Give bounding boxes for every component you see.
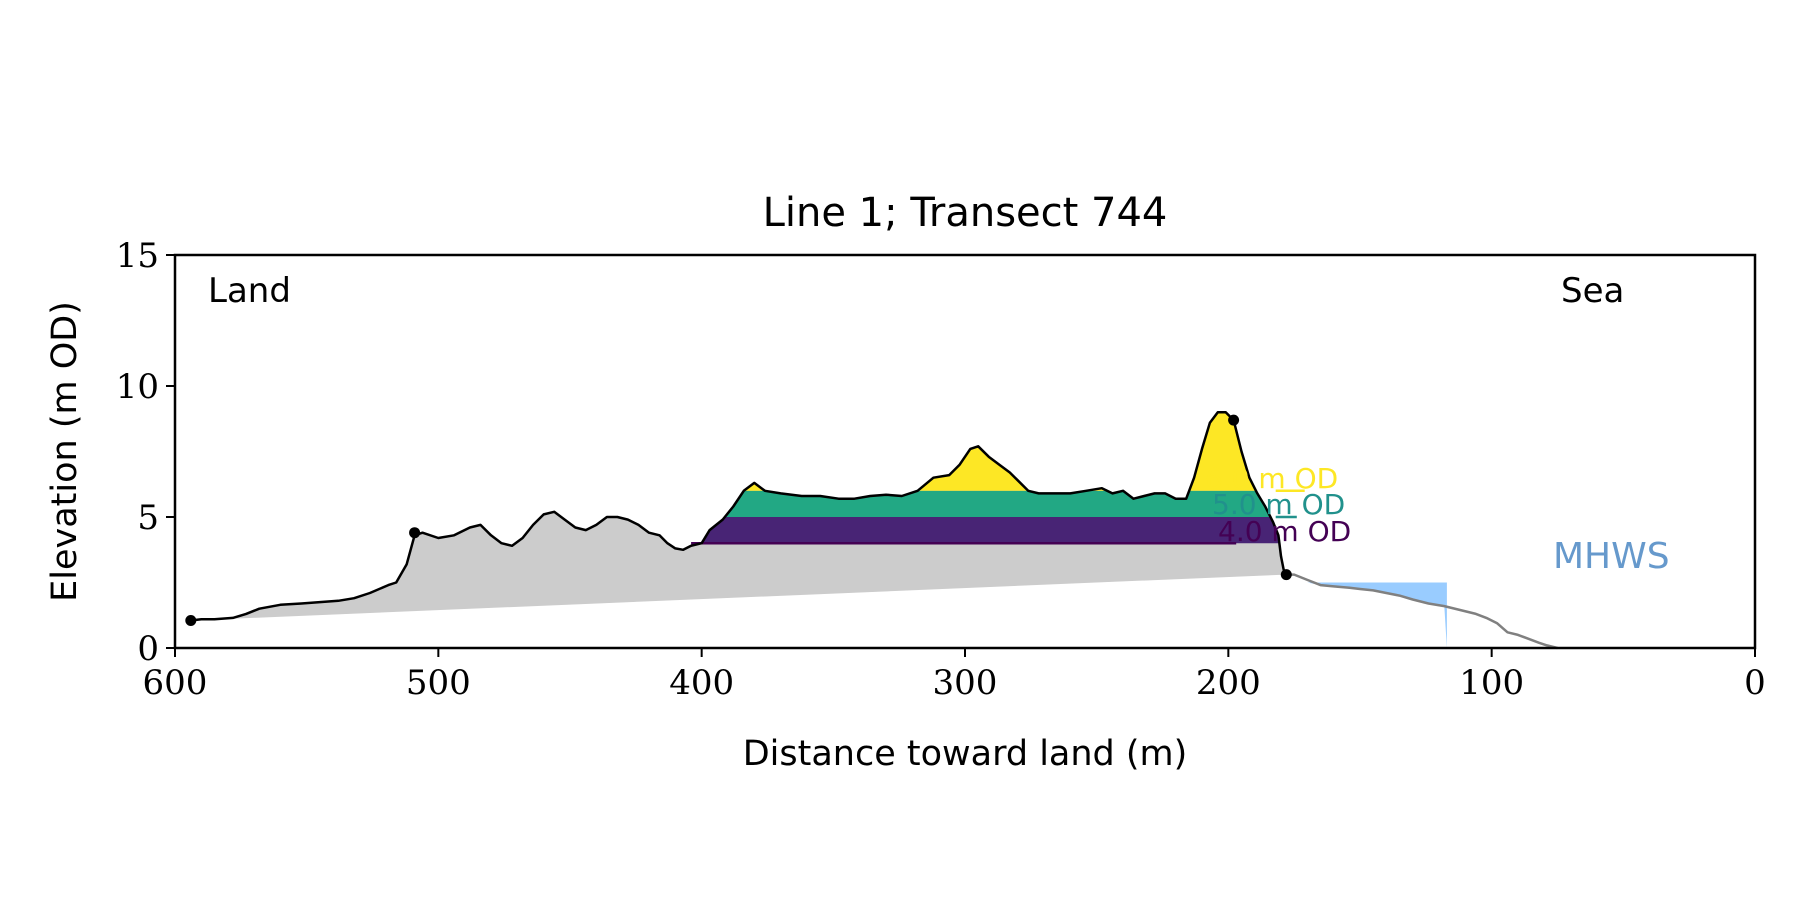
x-tick-label-100: 100 bbox=[1459, 663, 1524, 703]
band-6m-1 bbox=[918, 446, 1027, 491]
land-label: Land bbox=[208, 271, 291, 311]
y-tick-label-0: 0 bbox=[137, 629, 159, 669]
x-tick-label-500: 500 bbox=[406, 663, 471, 703]
level-label-5: 5.0 m OD bbox=[1212, 488, 1345, 521]
profile-marker-1 bbox=[409, 527, 421, 539]
band-6m-3 bbox=[1190, 412, 1255, 491]
axes-layer: 600 500 400 300 200 100 0 0 5 10 15 Distance toward… bbox=[45, 190, 1766, 774]
mhws-label: MHWS bbox=[1553, 536, 1670, 577]
x-tick-label-300: 300 bbox=[933, 663, 998, 703]
x-axis-label: Distance toward land (m) bbox=[743, 734, 1188, 774]
profile-marker-3 bbox=[1280, 569, 1292, 581]
band-5m-0 bbox=[725, 490, 1270, 517]
sea-label: Sea bbox=[1561, 271, 1624, 311]
chart-title: Line 1; Transect 744 bbox=[763, 190, 1168, 236]
x-tick-label-400: 400 bbox=[669, 663, 734, 703]
x-tick-label-0: 0 bbox=[1744, 663, 1766, 703]
profile-marker-0 bbox=[185, 615, 197, 626]
y-axis-label: Elevation (m OD) bbox=[45, 301, 85, 602]
band-4m-0 bbox=[703, 517, 1279, 544]
level-label-6: 6.0 m OD bbox=[1205, 462, 1338, 495]
x-tick-label-200: 200 bbox=[1196, 663, 1261, 703]
y-tick-label-15: 15 bbox=[116, 236, 159, 276]
y-tick-label-5: 5 bbox=[137, 498, 159, 538]
plot-layer: 6.0 m OD5.0 m OD4.0 m OD Land Sea MHWS bbox=[185, 271, 1670, 650]
x-tick-label-600: 600 bbox=[143, 663, 208, 703]
y-tick-label-10: 10 bbox=[116, 367, 159, 407]
sea-profile-line bbox=[1286, 573, 1558, 650]
mhws-water bbox=[1299, 582, 1447, 648]
profile-line bbox=[190, 410, 1288, 622]
band-6m-0 bbox=[745, 482, 764, 491]
profile-marker-2 bbox=[1228, 414, 1240, 426]
level-label-4: 4.0 m OD bbox=[1218, 515, 1351, 548]
